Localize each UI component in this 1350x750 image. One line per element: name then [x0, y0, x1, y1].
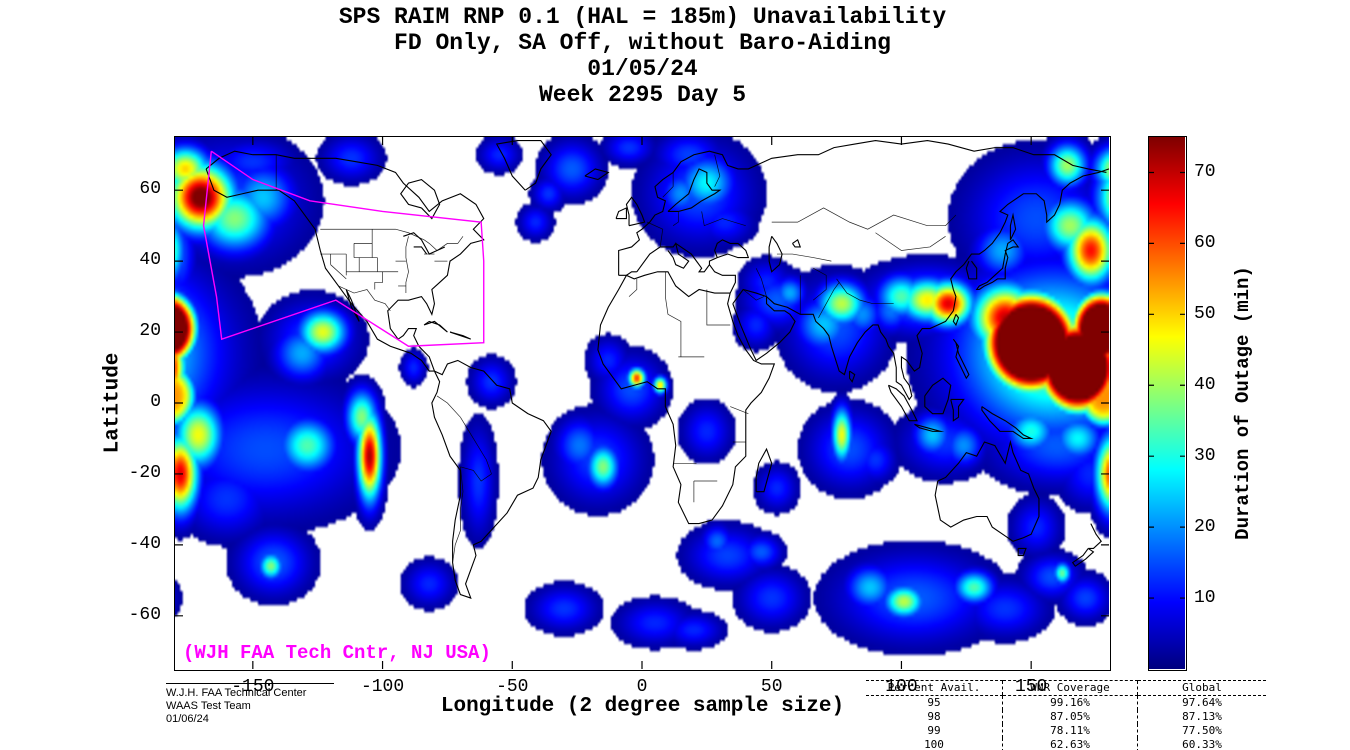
colorbar-tick-label: 50 — [1194, 303, 1216, 324]
availability-cell: 87.05% — [1002, 710, 1138, 724]
world-heatmap-canvas — [175, 137, 1109, 669]
title-line-3: 01/05/24 — [587, 56, 698, 82]
availability-row: 98 87.05% 87.13% — [866, 710, 1266, 724]
availability-col-header: Percent Avail. — [866, 680, 1003, 696]
colorbar-gradient-canvas — [1149, 137, 1185, 669]
x-tick-label: 150 — [1014, 677, 1048, 697]
footer-credit-line-1: W.J.H. FAA Technical Center — [166, 687, 307, 699]
availability-cell: 87.13% — [1137, 710, 1266, 724]
map-credit: (WJH FAA Tech Cntr, NJ USA) — [183, 642, 491, 664]
availability-cell: 98 — [927, 710, 941, 723]
availability-row: 99 78.11% 77.50% — [866, 724, 1266, 738]
availability-cell: 97.64% — [1137, 695, 1266, 710]
plot-box: (WJH FAA Tech Cntr, NJ USA) — [174, 136, 1111, 671]
availability-cell: 78.11% — [1002, 724, 1138, 738]
footer-credit: W.J.H. FAA Technical Center WAAS Test Te… — [166, 683, 334, 726]
title-line-1: SPS RAIM RNP 0.1 (HAL = 185m) Unavailabi… — [338, 4, 947, 30]
colorbar-tick-label: 30 — [1194, 445, 1216, 466]
availability-row: 100 62.63% 60.33% — [866, 738, 1266, 750]
availability-cell: 100 — [866, 738, 1003, 750]
x-tick-label: 100 — [885, 677, 918, 697]
y-tick-label: 40 — [139, 250, 161, 271]
y-tick-label: 20 — [139, 321, 161, 342]
title-line-4: Week 2295 Day 5 — [538, 82, 747, 108]
availability-col-header: Global — [1137, 680, 1266, 696]
colorbar-label: Duration of Outage (min) — [1232, 266, 1254, 540]
colorbar-tick-label: 40 — [1194, 374, 1216, 395]
colorbar-tick-label: 60 — [1194, 232, 1216, 253]
y-tick-label: 0 — [150, 392, 161, 412]
y-tick-label: -40 — [128, 533, 161, 554]
footer-credit-line-2: WAAS Test Team — [166, 700, 251, 712]
availability-cell: 95 — [927, 696, 941, 709]
x-tick-label: -150 — [231, 677, 275, 697]
x-axis-label: Longitude (2 degree sample size) — [440, 695, 845, 718]
y-tick-label: 60 — [139, 179, 161, 200]
footer-credit-line-3: 01/06/24 — [166, 713, 209, 725]
availability-cell: 99 — [927, 724, 941, 737]
availability-header-row: Percent Avail. WNR Coverage Global — [866, 680, 1266, 696]
colorbar — [1148, 136, 1187, 671]
availability-table-body: 95 99.16% 97.64% 98 87.05% 87.13% 99 78.11% 77.5… — [866, 695, 1266, 750]
availability-cell: 77.50% — [1137, 724, 1266, 738]
colorbar-tick-label: 10 — [1194, 587, 1216, 608]
availability-cell: 99.16% — [1002, 695, 1138, 710]
title-line-2: FD Only, SA Off, without Baro-Aiding — [394, 30, 891, 56]
availability-cell: 60.33% — [1137, 738, 1266, 750]
x-tick-label: -100 — [360, 677, 405, 697]
availability-table: Percent Avail. WNR Coverage Global 95 99.16… — [866, 680, 1266, 750]
colorbar-tick-label: 70 — [1194, 161, 1216, 182]
x-tick-label: 50 — [760, 677, 783, 697]
colorbar-tick-label: 20 — [1194, 516, 1216, 537]
availability-row: 95 99.16% 97.64% — [866, 695, 1266, 710]
availability-table-head: Percent Avail. WNR Coverage Global — [866, 680, 1266, 696]
x-tick-label: -50 — [496, 677, 529, 697]
y-tick-label: -60 — [128, 604, 161, 625]
y-tick-label: -20 — [128, 462, 161, 483]
plot-title: SPS RAIM RNP 0.1 (HAL = 185m) Unavailabi… — [175, 4, 1110, 108]
x-tick-label: 0 — [636, 677, 648, 697]
availability-col-header: WNR Coverage — [1002, 680, 1138, 696]
availability-cell: 62.63% — [1002, 738, 1138, 750]
